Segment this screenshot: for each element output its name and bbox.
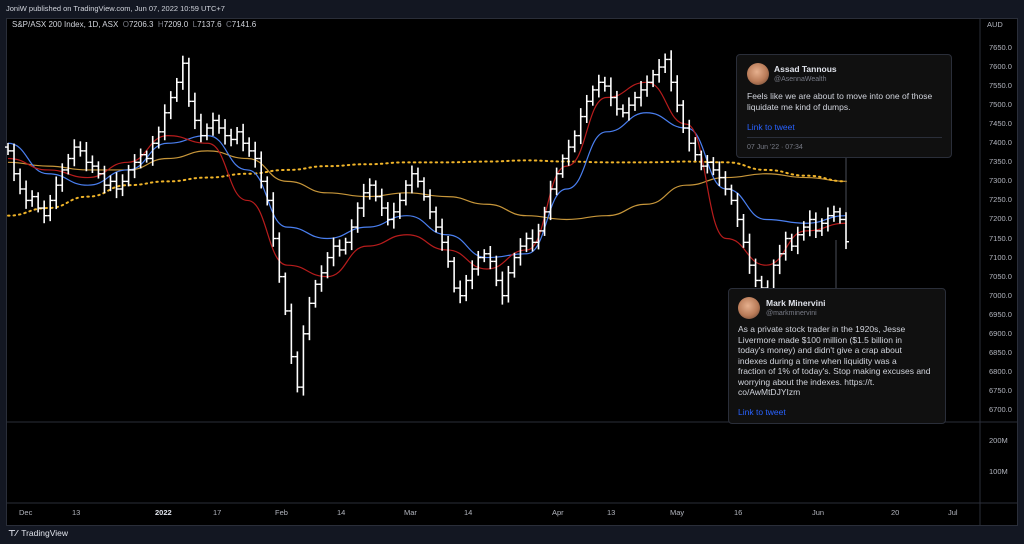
- tweet-author-name: Mark Minervini: [766, 298, 826, 308]
- tweet-card-mark[interactable]: Mark Minervini @markminervini As a priva…: [728, 288, 946, 424]
- price-tick-label: 7400.0: [989, 138, 1012, 148]
- symbol-legend: S&P/ASX 200 Index, 1D, ASX O7206.3 H7209…: [12, 20, 256, 29]
- symbol-name: S&P/ASX 200 Index, 1D, ASX: [12, 20, 119, 29]
- ma-dotted-line: [7, 159, 847, 217]
- tweet-date: 07 Jun '22 · 07:34: [747, 144, 803, 151]
- tweet-text-line: indexes during a time when liquidity was…: [738, 355, 897, 366]
- currency-label: AUD: [987, 20, 1003, 29]
- tweet-link[interactable]: Link to tweet: [747, 122, 795, 132]
- tradingview-logo-icon: ⊤⁄: [8, 528, 18, 538]
- time-tick-label: 17: [213, 508, 222, 517]
- high-label: H: [157, 20, 164, 29]
- divider: [747, 137, 942, 138]
- tweet-text-line: Livermore made $100 million ($1.5 billio…: [738, 334, 902, 345]
- price-tick-label: 6850.0: [989, 347, 1012, 357]
- tweet-text-line: Feels like we are about to move into one…: [747, 91, 933, 101]
- time-tick-label: 13: [607, 508, 616, 517]
- time-tick-label: 14: [464, 508, 473, 517]
- price-tick-label: 7650.0: [989, 43, 1012, 52]
- volume-tick-label: 200M: [989, 436, 1008, 445]
- time-tick-label: Jun: [812, 508, 825, 517]
- tradingview-brand[interactable]: ⊤⁄ TradingView: [8, 528, 68, 539]
- tweet-author-handle: @markminervini: [766, 310, 817, 317]
- tweet-author-handle: @AsennaWealth: [774, 76, 827, 83]
- tweet-text-line: worrying about the indexes. https://t.: [738, 376, 875, 387]
- tweet-text-line: As a private stock trader in the 1920s, …: [738, 324, 906, 334]
- tweet-card-assad[interactable]: Assad Tannous @AsennaWealth Feels like w…: [736, 54, 952, 158]
- price-tick-label: 7300.0: [989, 176, 1012, 186]
- tweet-author-name: Assad Tannous: [774, 64, 837, 74]
- price-tick-label: 7500.0: [989, 100, 1012, 110]
- price-tick-label: 7200.0: [989, 214, 1012, 224]
- price-tick-label: 7450.0: [989, 119, 1012, 129]
- close-label: C: [225, 20, 232, 29]
- publish-header: JoniW published on TradingView.com, Jun …: [0, 0, 1024, 18]
- time-tick-label: May: [670, 508, 685, 517]
- price-tick-label: 7550.0: [989, 81, 1012, 91]
- tweet-text: As a private stock trader in the 1920s, …: [738, 324, 931, 398]
- time-tick-label: Jul: [948, 508, 958, 517]
- close-value: 7141.6: [231, 20, 257, 29]
- open-label: O: [122, 20, 129, 29]
- ema-mid-line: [7, 112, 847, 259]
- time-tick-label: 20: [891, 508, 900, 517]
- price-tick-label: 7100.0: [989, 252, 1012, 262]
- price-tick-label: 7150.0: [989, 233, 1012, 243]
- high-value: 7209.0: [163, 20, 189, 29]
- price-tick-label: 7050.0: [989, 271, 1012, 281]
- avatar: [747, 63, 769, 85]
- time-tick-label: Feb: [275, 508, 288, 517]
- brand-name: TradingView: [21, 528, 68, 538]
- time-tick-label: Dec: [19, 508, 33, 517]
- low-value: 7137.6: [197, 20, 222, 29]
- time-tick-label: 16: [734, 508, 743, 517]
- volume-tick-label: 100M: [989, 467, 1008, 476]
- footer-bar: [0, 526, 1024, 544]
- price-tick-label: 6750.0: [989, 385, 1012, 395]
- time-tick-label: 2022: [155, 508, 172, 517]
- open-value: 7206.3: [128, 20, 154, 29]
- price-tick-label: 7250.0: [989, 195, 1012, 205]
- price-tick-label: 7600.0: [989, 62, 1012, 72]
- price-tick-label: 6900.0: [989, 328, 1012, 338]
- tweet-link[interactable]: Link to tweet: [738, 407, 786, 417]
- tweet-text-line: today's money) and didn't give a crap ab…: [738, 345, 902, 355]
- tweet-text-line: liquidate me kind of dumps.: [747, 101, 851, 112]
- tweet-text-line: co/AwMtDJYIzm: [738, 387, 801, 397]
- avatar: [738, 297, 760, 319]
- price-tick-label: 6950.0: [989, 309, 1012, 319]
- low-label: L: [192, 20, 198, 29]
- price-tick-label: 7000.0: [989, 290, 1012, 300]
- tweet-text-line: fraction of 1% of today's. Stop making e…: [738, 366, 931, 376]
- price-tick-label: 7350.0: [989, 157, 1012, 167]
- time-tick-label: Apr: [552, 508, 564, 517]
- price-tick-label: 6700.0: [989, 405, 1012, 414]
- tweet-text: Feels like we are about to move into one…: [747, 91, 932, 112]
- ema-fast-line: [7, 81, 847, 278]
- time-tick-label: Mar: [404, 508, 417, 517]
- time-tick-label: 14: [337, 508, 346, 517]
- time-tick-label: 13: [72, 508, 81, 517]
- price-tick-label: 6800.0: [989, 366, 1012, 376]
